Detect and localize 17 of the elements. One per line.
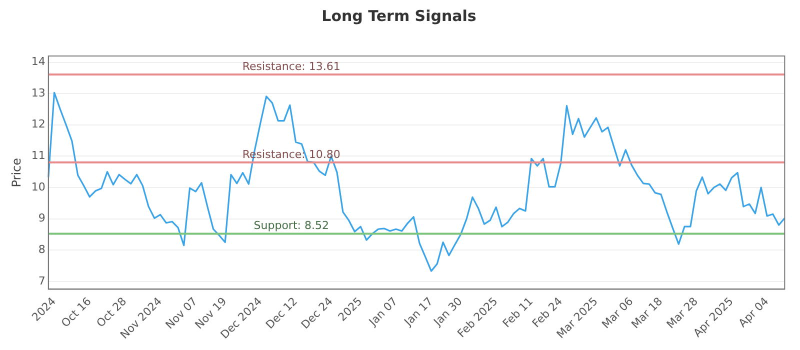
y-tick-label: 13 (31, 86, 46, 100)
y-tick-label: 8 (38, 242, 46, 256)
y-tick-label: 9 (38, 212, 46, 225)
chart-title: Long Term Signals (322, 6, 476, 25)
y-tick-label: 10 (31, 180, 46, 194)
x-tick-label: Apr 04 (736, 294, 772, 330)
y-tick-label: 14 (31, 55, 46, 68)
y-tick-label: 12 (31, 118, 46, 131)
x-tick-label: Dec 24 (298, 294, 336, 332)
y-axis-title: Price (9, 158, 24, 188)
y-tick-label: 7 (38, 274, 46, 288)
ref-line-label: Support: 8.52 (254, 219, 329, 232)
y-tick-label: 11 (31, 149, 46, 162)
x-tick-label: Dec 12 (263, 294, 300, 332)
x-tick-label: Oct 16 (58, 294, 94, 330)
x-tick-label: Jan 07 (366, 294, 400, 330)
ref-line-label: Resistance: 13.61 (242, 60, 340, 73)
